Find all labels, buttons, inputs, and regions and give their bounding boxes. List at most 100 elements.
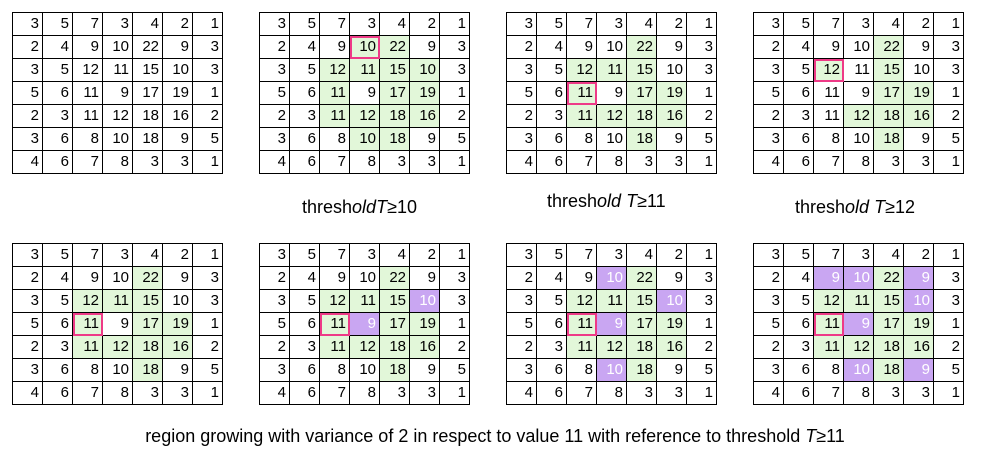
grid-cell: 6: [289, 150, 320, 174]
grid-cell: 10: [409, 58, 440, 82]
grid-cell: 6: [289, 358, 320, 382]
grid-cell: 16: [162, 104, 193, 128]
grid-row: 2 4 9 10 22 9 3: [506, 35, 717, 59]
grid-cell: 9: [319, 35, 350, 59]
grid-cell: 3: [686, 35, 717, 59]
grid-row: 3 6 8 10 18 9 5: [12, 358, 223, 382]
grid-cell: 12: [102, 104, 133, 128]
grid-cell: 8: [596, 381, 627, 405]
grid-cell: 9: [596, 312, 627, 336]
grid-cell: 5: [289, 289, 320, 313]
grid-cell: 18: [873, 127, 904, 151]
grid-cell: 6: [536, 81, 567, 105]
grid-cell: 3: [753, 358, 784, 382]
grid-row: 3 6 8 10 18 9 5: [506, 358, 717, 382]
grid-cell: 3: [12, 12, 43, 36]
grid-cell: 6: [783, 312, 814, 336]
grid-cell: 2: [686, 104, 717, 128]
grid-cell: 4: [783, 35, 814, 59]
grid-cell: 9: [843, 81, 874, 105]
grid-cell: 18: [132, 104, 163, 128]
grid-row: 5 6 11 9 17 19 1: [259, 81, 470, 105]
grid-cell: 5: [783, 12, 814, 36]
grid-cell: 7: [566, 12, 597, 36]
grid-row: 3 6 8 10 18 9 5: [753, 127, 964, 151]
grid-cell: 9: [596, 81, 627, 105]
grid-cell: 3: [506, 243, 537, 267]
grid-cell: 1: [686, 243, 717, 267]
grid-cell: 3: [686, 289, 717, 313]
grid-row: 3 5 12 11 15 10 3: [259, 58, 470, 82]
grid-cell: 3: [506, 358, 537, 382]
grid-row: 3 6 8 10 18 9 5: [753, 358, 964, 382]
grid-cell: 4: [753, 381, 784, 405]
grid-cell: 18: [379, 358, 410, 382]
grid-cell: 10: [349, 358, 380, 382]
grid-cell: 11: [319, 335, 350, 359]
seed-cell: 11: [319, 312, 350, 336]
grid-cell: 2: [162, 12, 193, 36]
grid-cell: 18: [379, 335, 410, 359]
grid-growing-step-3: 3 5 7 3 4 2 1 2 4 9 10 22 9 3 3 5 12 11 15 10 3 5 6 11 9 17 19 1 2 3 1…: [506, 243, 717, 405]
grid-cell: 3: [409, 381, 440, 405]
grid-cell: 22: [379, 35, 410, 59]
grid-cell: 6: [289, 312, 320, 336]
grid-row: 5 6 11 9 17 19 1: [506, 312, 717, 336]
grid-cell: 5: [753, 312, 784, 336]
grid-cell: 10: [843, 358, 874, 382]
grid-row: 3 5 12 11 15 10 3: [753, 58, 964, 82]
grid-cell: 1: [686, 381, 717, 405]
grid-cell: 6: [42, 381, 73, 405]
grid-cell: 8: [349, 381, 380, 405]
grid-cell: 8: [102, 150, 133, 174]
grid-cell: 17: [626, 81, 657, 105]
grid-cell: 6: [289, 127, 320, 151]
grid-cell: 7: [566, 150, 597, 174]
grid-cell: 3: [259, 58, 290, 82]
grid-cell: 2: [439, 335, 470, 359]
grid-cell: 4: [12, 381, 43, 405]
grid-cell: 3: [753, 127, 784, 151]
grid-cell: 1: [686, 12, 717, 36]
grid-cell: 3: [192, 58, 223, 82]
grid-cell: 11: [566, 104, 597, 128]
grid-cell: 1: [933, 243, 964, 267]
grid-row: 2 3 11 12 18 16 2: [12, 335, 223, 359]
grid-cell: 1: [439, 243, 470, 267]
grid-cell: 5: [192, 358, 223, 382]
grid-cell: 6: [42, 150, 73, 174]
grid-cell: 12: [566, 58, 597, 82]
grid-cell: 5: [933, 127, 964, 151]
grid-cell: 7: [319, 12, 350, 36]
grid-cell: 4: [783, 266, 814, 290]
grid-cell: 3: [686, 266, 717, 290]
grid-cell: 3: [439, 58, 470, 82]
grid-cell: 9: [813, 266, 844, 290]
grid-cell: 3: [783, 104, 814, 128]
grid-cell: 6: [42, 312, 73, 336]
grid-cell: 8: [813, 127, 844, 151]
grid-cell: 3: [656, 381, 687, 405]
grid-cell: 15: [626, 58, 657, 82]
grid-threshold-10: 3 5 7 3 4 2 1 2 4 9 10 22 9 3 3 5 12 11 15 10 3 5 6 11 9 17 19 1 2 3 1…: [259, 12, 470, 174]
grid-cell: 6: [536, 381, 567, 405]
grid-cell: 4: [536, 266, 567, 290]
grid-cell: 1: [439, 81, 470, 105]
grid-cell: 10: [102, 358, 133, 382]
grid-cell: 10: [843, 127, 874, 151]
grid-cell: 18: [379, 104, 410, 128]
grid-cell: 1: [933, 81, 964, 105]
grid-cell: 2: [409, 243, 440, 267]
grid-cell: 10: [656, 58, 687, 82]
grid-row: 2 3 11 12 18 16 2: [259, 335, 470, 359]
grid-cell: 1: [192, 243, 223, 267]
grid-cell: 10: [102, 266, 133, 290]
grid-cell: 6: [536, 358, 567, 382]
